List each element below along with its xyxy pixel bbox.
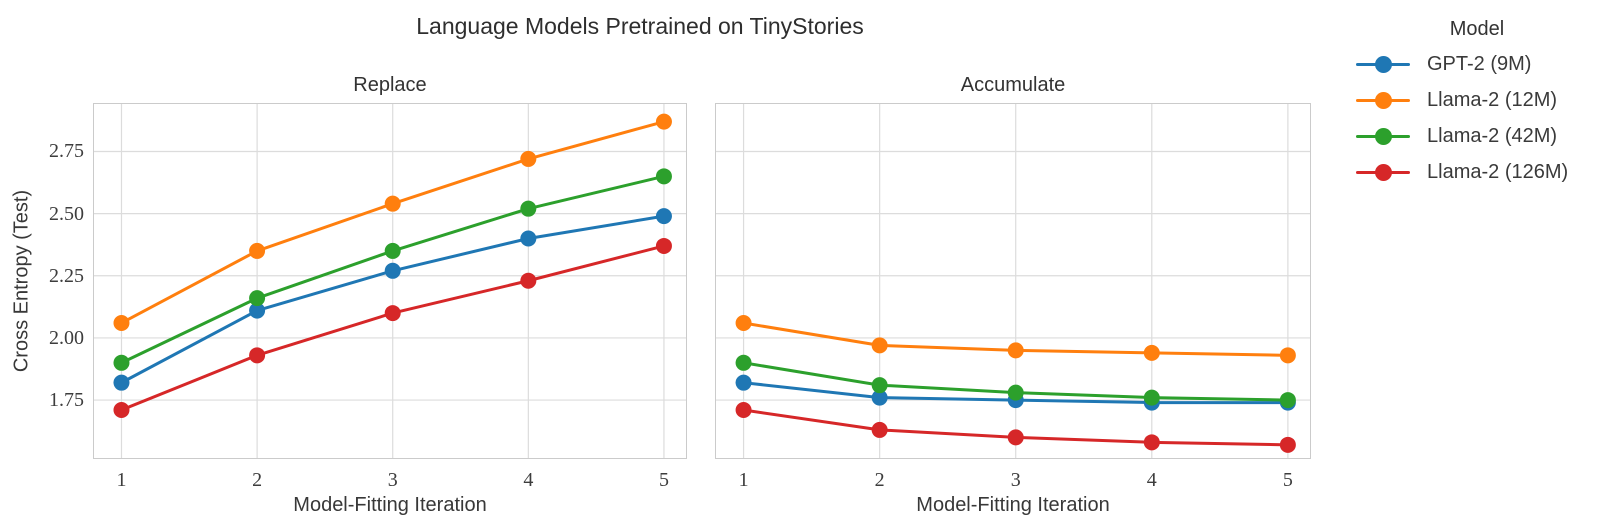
data-point [1279, 436, 1296, 453]
x-tick-label: 3 [387, 469, 398, 491]
legend-title: Model [1449, 18, 1505, 40]
x-tick-label: 4 [1146, 469, 1157, 491]
data-point [1143, 389, 1160, 406]
data-point [520, 230, 537, 247]
x-tick-label: 3 [1010, 469, 1021, 491]
legend-label: Llama-2 (42M) [1427, 124, 1558, 147]
x-tick-label: 1 [116, 469, 127, 491]
data-point [735, 374, 752, 391]
data-point [520, 150, 537, 167]
legend-marker-dot [1374, 91, 1392, 109]
data-point [520, 272, 537, 289]
data-point [1279, 392, 1296, 409]
y-tick-label: 2.75 [49, 140, 84, 163]
data-point [384, 305, 401, 322]
data-point [735, 315, 752, 332]
data-point [1007, 342, 1024, 359]
y-tick-label: 2.50 [49, 202, 84, 225]
data-point [655, 237, 672, 254]
x-tick-label: 1 [738, 469, 749, 491]
data-point [655, 113, 672, 130]
plot-area-replace [93, 103, 687, 459]
data-point [1279, 347, 1296, 364]
data-point [384, 262, 401, 279]
x-tick-label: 4 [523, 469, 534, 491]
data-point [113, 354, 130, 371]
panel-title-accumulate: Accumulate [960, 74, 1066, 96]
legend-line-dot-marker [1356, 91, 1410, 109]
chart-title: Language Models Pretrained on TinyStorie… [416, 13, 864, 39]
plot-spines [715, 103, 1311, 459]
data-point [871, 377, 888, 394]
data-point [1143, 344, 1160, 361]
legend: Model GPT-2 (9M) Llama-2 (12M) Llama-2 (42… [1352, 14, 1602, 190]
data-point [1007, 384, 1024, 401]
data-point [871, 337, 888, 354]
legend-rows: GPT-2 (9M) Llama-2 (12M) Llama-2 (42M) Llam… [1352, 46, 1602, 190]
x-tick-label: 2 [874, 469, 885, 491]
data-point [1143, 434, 1160, 451]
data-point [113, 374, 130, 391]
data-point [249, 302, 266, 319]
y-tick-label: 1.75 [49, 389, 84, 412]
panel-title-replace: Replace [353, 74, 427, 96]
legend-label: GPT-2 (9M) [1427, 52, 1532, 75]
x-tick-label: 5 [1282, 469, 1293, 491]
y-tick-label: 2.25 [49, 264, 84, 287]
x-tick-label: 2 [252, 469, 263, 491]
legend-item: Llama-2 (12M) [1352, 82, 1602, 118]
legend-line-dot-marker [1356, 163, 1410, 181]
legend-label: Llama-2 (126M) [1427, 160, 1569, 183]
legend-marker-dot [1374, 163, 1392, 181]
data-point [871, 421, 888, 438]
legend-label: Llama-2 (12M) [1427, 88, 1558, 111]
legend-line-dot-marker [1356, 55, 1410, 73]
plot-area-accumulate [715, 103, 1311, 459]
x-axis-label: Model-Fitting Iteration [293, 494, 487, 516]
data-point [249, 347, 266, 364]
data-point [735, 402, 752, 419]
data-point [249, 242, 266, 259]
data-point [113, 402, 130, 419]
data-point [520, 200, 537, 217]
data-point [113, 315, 130, 332]
data-point [735, 354, 752, 371]
y-tick-label: 2.00 [49, 326, 84, 349]
data-point [1007, 429, 1024, 446]
data-point [655, 208, 672, 225]
legend-item: Llama-2 (126M) [1352, 154, 1602, 190]
data-point [384, 242, 401, 259]
data-point [655, 168, 672, 185]
data-point [249, 290, 266, 307]
data-point [871, 389, 888, 406]
legend-item: GPT-2 (9M) [1352, 46, 1602, 82]
x-tick-label: 5 [658, 469, 669, 491]
x-axis-label: Model-Fitting Iteration [916, 494, 1110, 516]
data-point [384, 195, 401, 212]
legend-item: Llama-2 (42M) [1352, 118, 1602, 154]
legend-marker-dot [1374, 55, 1392, 73]
legend-line-dot-marker [1356, 127, 1410, 145]
legend-marker-dot [1374, 127, 1392, 145]
plot-spines [93, 103, 687, 459]
